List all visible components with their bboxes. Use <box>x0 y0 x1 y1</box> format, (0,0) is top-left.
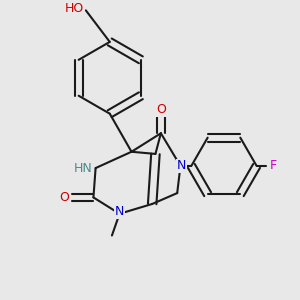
Text: N: N <box>177 159 186 172</box>
Text: N: N <box>115 205 124 218</box>
Text: O: O <box>156 103 166 116</box>
Text: F: F <box>270 159 277 172</box>
Text: HN: HN <box>74 162 93 175</box>
Text: HO: HO <box>65 2 84 15</box>
Text: O: O <box>59 191 69 204</box>
